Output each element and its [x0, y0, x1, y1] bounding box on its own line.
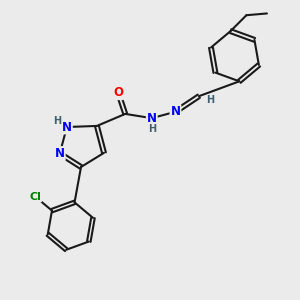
Text: N: N [147, 112, 157, 125]
Text: H: H [53, 116, 61, 126]
Text: N: N [62, 121, 72, 134]
Text: N: N [170, 105, 181, 118]
Text: O: O [113, 86, 123, 99]
Text: H: H [206, 95, 214, 106]
Text: Cl: Cl [29, 191, 41, 202]
Text: N: N [55, 147, 65, 160]
Text: H: H [148, 124, 157, 134]
